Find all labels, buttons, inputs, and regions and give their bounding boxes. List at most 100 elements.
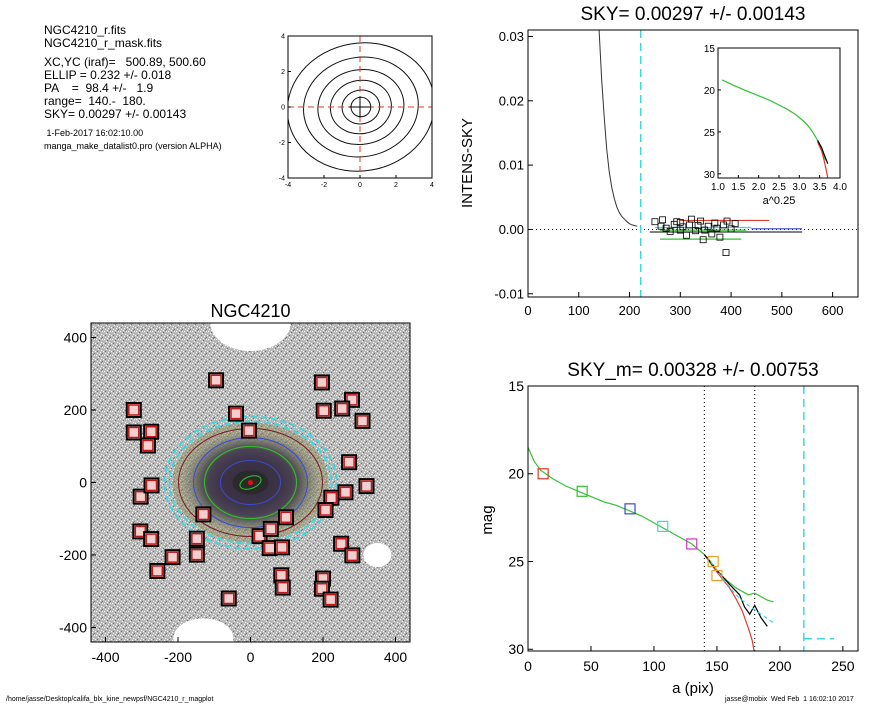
mask-blob: [210, 323, 291, 351]
contour-y-tick-label: 0: [281, 104, 285, 111]
mask-box-inner: [243, 424, 255, 437]
sky-x-tick-label: 300: [669, 303, 691, 318]
inset-y-tick-label: 30: [704, 170, 716, 181]
galaxy-center-dot: [248, 480, 253, 485]
mask-box-inner: [145, 533, 157, 545]
inset-x-tick-label: 3.5: [813, 182, 827, 193]
mask-box: [358, 478, 375, 495]
mask-box-inner: [346, 394, 358, 406]
image-y-tick-label: -200: [59, 547, 87, 563]
mask-box: [344, 547, 361, 564]
sky-intensity-curve: [598, 30, 638, 227]
mask-box: [313, 374, 330, 391]
mag-cyan-profile: [710, 561, 774, 624]
mask-box: [208, 372, 225, 389]
mag-x-tick-label: 200: [768, 658, 792, 674]
mask-box: [274, 539, 291, 556]
contour-x-tick-label: 4: [430, 182, 434, 189]
mag-profile-title: SKY_m= 0.00328 +/- 0.00753: [567, 360, 818, 381]
inset-x-tick-label: 4.0: [833, 182, 847, 193]
image-x-tick-label: 200: [311, 649, 335, 665]
mask-box-inner: [210, 374, 222, 387]
sky-data-point: [670, 220, 678, 228]
contour-line: [303, 56, 419, 158]
mask-box: [188, 546, 205, 563]
mask-box-inner: [336, 402, 348, 415]
sky-data-point: [673, 218, 681, 226]
mag-marker: [686, 538, 698, 550]
sky-data-point: [659, 216, 666, 224]
info-date: 1-Feb-2017 16:02:10.00: [44, 128, 144, 138]
inset-y-tick-label: 25: [704, 128, 716, 139]
mask-box: [322, 591, 339, 608]
mask-box-inner: [346, 549, 359, 562]
mask-box: [188, 530, 205, 547]
mag-marker: [711, 569, 723, 582]
info-line: SKY= 0.00297 +/- 0.00143: [44, 107, 187, 121]
inset-x-tick-label: 3.0: [792, 182, 806, 193]
image-y-tick-label: 0: [79, 474, 87, 490]
mask-box-inner: [319, 504, 332, 516]
mag-x-tick-label: 50: [583, 658, 599, 674]
sky-y-tick-label: -0.01: [494, 286, 524, 301]
sky-data-point: [679, 223, 687, 231]
sky-y-tick-label: 0.02: [499, 93, 524, 108]
sky-data-point: [701, 226, 709, 234]
sky-y-tick-label: 0.03: [499, 29, 524, 44]
mask-box: [149, 562, 166, 579]
mask-box-inner: [134, 490, 147, 503]
mag-x-tick-label: 250: [831, 658, 855, 674]
inset-red-series: [817, 141, 829, 178]
sky-data-point: [716, 233, 724, 241]
isophote-ellipse: [220, 460, 281, 505]
mask-box: [317, 502, 334, 519]
mask-box: [241, 422, 258, 439]
contour-y-tick-label: 2: [281, 69, 285, 76]
mask-box-inner: [145, 426, 157, 438]
mask-box-inner: [316, 376, 328, 389]
sky-x-tick-label: 200: [619, 303, 641, 318]
mag-red-profile: [703, 554, 755, 651]
sky-data-point: [704, 222, 712, 230]
mag-y-tick-label: 25: [508, 553, 524, 569]
mask-box: [278, 509, 295, 526]
sky-data-point: [694, 222, 702, 229]
mask-box-inner: [317, 404, 330, 417]
image-y-tick-label: -400: [59, 619, 87, 635]
mag-marker: [657, 520, 669, 532]
inset-data: [721, 79, 829, 178]
mask-box-inner: [324, 593, 337, 606]
sky-profile-ylabel: INTENS-SKY: [459, 118, 476, 208]
mask-box-inner: [128, 426, 140, 439]
mask-box: [143, 531, 160, 548]
sky-annulus-inner: [168, 420, 333, 545]
inset-x-tick-label: 1.5: [731, 182, 745, 193]
contour-y-tick-label: -2: [279, 140, 285, 147]
sky-data-point: [692, 227, 699, 235]
mag-marker: [624, 503, 636, 515]
info-line: PA = 98.4 +/- 1.9: [44, 81, 154, 95]
contour-line: [317, 69, 405, 145]
mask-box: [139, 437, 156, 454]
info-line: NGC4210_r.fits: [44, 23, 127, 37]
sky-data-point: [720, 221, 727, 229]
mag-green-profile: [528, 447, 774, 603]
mask-box-inner: [335, 538, 347, 550]
mag-x-tick-label: 0: [524, 658, 532, 674]
contour-line: [329, 79, 392, 135]
sky-x-tick-label: 500: [771, 303, 793, 318]
info-line: ELLIP = 0.232 +/- 0.018: [44, 68, 172, 82]
image-content: [91, 323, 410, 642]
sky-profile-frame: [527, 29, 859, 298]
image-x-tick-label: 400: [384, 649, 408, 665]
mask-box: [262, 520, 279, 537]
contour-y-tick-label: -4: [279, 175, 285, 182]
sky-data-point: [666, 227, 674, 235]
mask-box: [143, 477, 160, 494]
mask-box: [195, 506, 212, 523]
mask-box-inner: [166, 551, 179, 563]
image-x-tick-label: -400: [91, 649, 119, 665]
inset-black-series: [817, 140, 829, 164]
mask-box-inner: [145, 479, 158, 492]
